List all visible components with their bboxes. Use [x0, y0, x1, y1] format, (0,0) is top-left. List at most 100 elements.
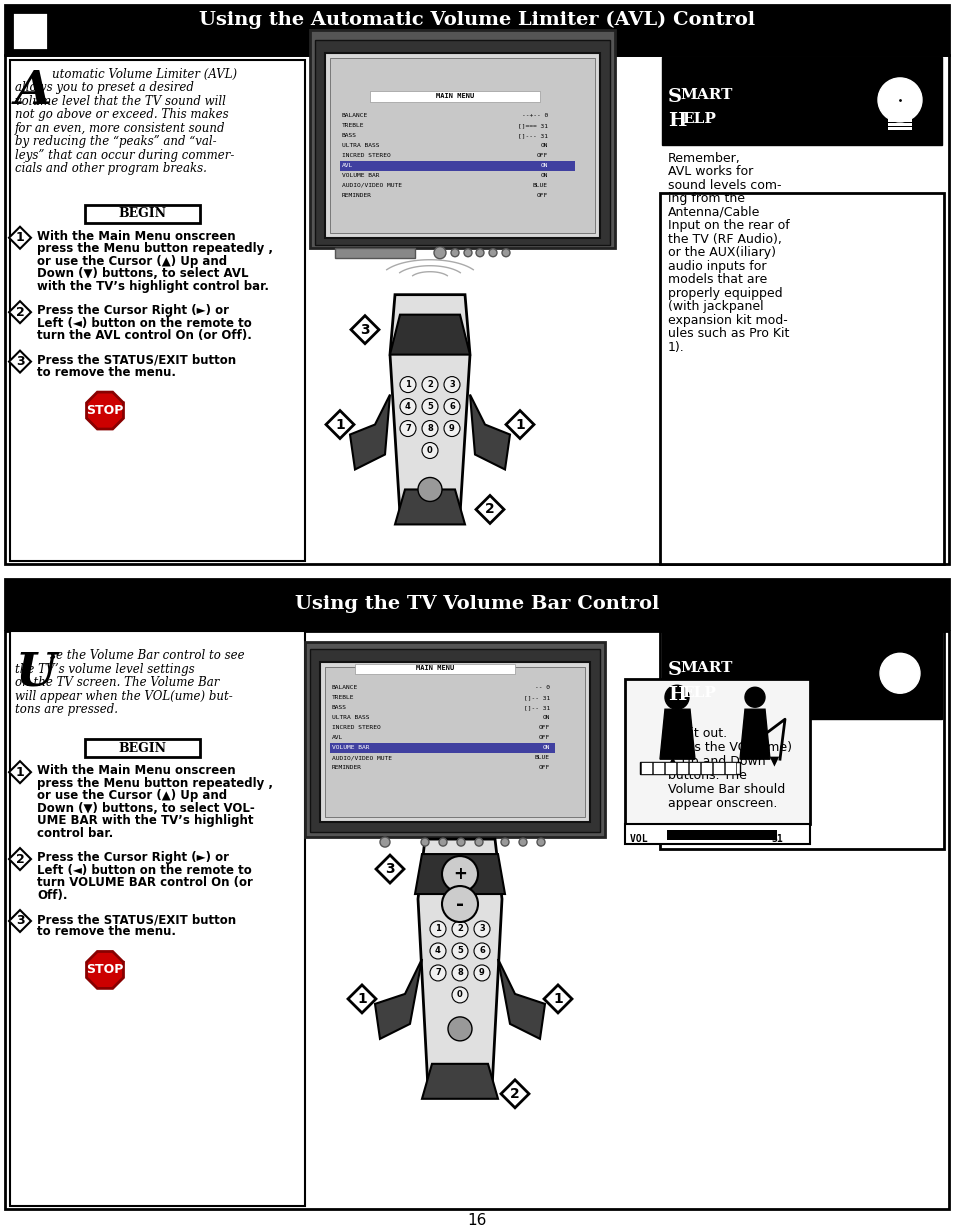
Text: ON: ON [540, 172, 547, 178]
Circle shape [489, 248, 497, 257]
Bar [5, 579, 948, 630]
Text: With the Main Menu onscreen: With the Main Menu onscreen [37, 230, 235, 242]
Text: ON: ON [542, 745, 550, 750]
Text: 2: 2 [485, 502, 495, 517]
Polygon shape [543, 985, 572, 1012]
Text: Left (◄) button on the remote to: Left (◄) button on the remote to [37, 863, 252, 877]
Text: ON: ON [540, 162, 547, 167]
Text: BLUE: BLUE [535, 755, 550, 760]
Text: press the Menu button repeatedly ,: press the Menu button repeatedly , [37, 242, 273, 256]
Circle shape [463, 248, 472, 257]
Text: MART: MART [679, 662, 732, 675]
Text: BALANCE: BALANCE [332, 685, 358, 690]
Text: STOP: STOP [86, 963, 124, 977]
Circle shape [448, 1017, 472, 1041]
Circle shape [475, 838, 482, 846]
Polygon shape [348, 985, 375, 1012]
Text: or use the Cursor (▲) Up and: or use the Cursor (▲) Up and [37, 790, 227, 802]
Text: +: + [453, 865, 466, 883]
Circle shape [430, 921, 446, 937]
Text: not go above or exceed. This makes: not go above or exceed. This makes [15, 108, 229, 122]
Circle shape [421, 443, 437, 459]
Text: 2: 2 [427, 380, 433, 389]
Text: INCRED STEREO: INCRED STEREO [332, 726, 380, 731]
Text: OFF: OFF [537, 153, 547, 157]
Bar [712, 763, 723, 774]
Text: 3: 3 [15, 355, 24, 368]
Circle shape [441, 856, 477, 892]
Polygon shape [9, 847, 30, 870]
Text: []=== 31: []=== 31 [517, 123, 547, 128]
Circle shape [443, 421, 459, 437]
Circle shape [399, 376, 416, 392]
Bar [5, 55, 948, 565]
Text: BLUE: BLUE [533, 183, 547, 188]
Text: control bar.: control bar. [37, 827, 113, 840]
Text: ULTRA BASS: ULTRA BASS [332, 715, 369, 721]
Text: 0: 0 [427, 446, 433, 455]
Text: 3: 3 [478, 925, 484, 934]
Text: OFF: OFF [538, 765, 550, 770]
Circle shape [501, 248, 510, 257]
Text: 4: 4 [405, 402, 411, 411]
Bar [700, 763, 711, 774]
Text: press the Menu button repeatedly ,: press the Menu button repeatedly , [37, 776, 273, 790]
Text: AVL works for: AVL works for [667, 165, 753, 178]
Text: 8: 8 [456, 968, 462, 978]
Bar [370, 91, 539, 102]
Text: the TV (RF Audio),: the TV (RF Audio), [667, 232, 781, 246]
Circle shape [474, 943, 490, 959]
Text: appear onscreen.: appear onscreen. [667, 797, 777, 811]
Text: volume level that the TV sound will: volume level that the TV sound will [15, 95, 226, 108]
Text: audio inputs for: audio inputs for [667, 260, 765, 273]
Text: 4: 4 [435, 946, 440, 956]
Text: INCRED STEREO: INCRED STEREO [341, 153, 391, 157]
Bar [310, 649, 599, 831]
Text: Using the Automatic Volume Limiter (AVL) Control: Using the Automatic Volume Limiter (AVL)… [199, 11, 754, 30]
Text: utomatic Volume Limiter (AVL): utomatic Volume Limiter (AVL) [52, 68, 237, 81]
Text: UME BAR with the TV’s highlight: UME BAR with the TV’s highlight [37, 814, 253, 827]
Text: 2: 2 [15, 306, 25, 319]
Text: to remove the menu.: to remove the menu. [37, 367, 175, 379]
Text: ▲ Up and Down ▼: ▲ Up and Down ▼ [667, 755, 779, 769]
Polygon shape [476, 496, 503, 524]
Polygon shape [326, 411, 354, 439]
Polygon shape [417, 839, 501, 1089]
Text: 7: 7 [435, 968, 440, 978]
Polygon shape [415, 854, 504, 894]
Circle shape [476, 248, 483, 257]
Text: or use the Cursor (▲) Up and: or use the Cursor (▲) Up and [37, 255, 227, 268]
Polygon shape [87, 392, 123, 429]
Text: 6: 6 [478, 946, 484, 956]
Text: leys” that can occur during commer-: leys” that can occur during commer- [15, 149, 234, 162]
Text: 1: 1 [515, 417, 524, 432]
Text: Press the Cursor Right (►) or: Press the Cursor Right (►) or [37, 304, 229, 317]
Text: TREBLE: TREBLE [341, 123, 364, 128]
Bar [724, 763, 735, 774]
Circle shape [379, 838, 390, 847]
Text: Try it out.: Try it out. [667, 727, 726, 740]
Bar [666, 830, 776, 840]
Text: Volume Bar should: Volume Bar should [667, 784, 784, 796]
Text: Press the STATUS/EXIT button: Press the STATUS/EXIT button [37, 913, 236, 926]
Text: REMINDER: REMINDER [341, 193, 372, 198]
Text: 1: 1 [15, 765, 25, 779]
Circle shape [441, 886, 477, 922]
Text: ules such as Pro Kit: ules such as Pro Kit [667, 327, 788, 341]
Text: se the Volume Bar control to see: se the Volume Bar control to see [50, 649, 244, 662]
Polygon shape [9, 351, 30, 373]
Bar [887, 127, 911, 130]
Text: ON: ON [540, 143, 547, 148]
Bar [624, 679, 809, 824]
Text: 3: 3 [449, 380, 455, 389]
Bar [10, 10, 50, 52]
Text: 1: 1 [435, 925, 440, 934]
Text: 1: 1 [335, 417, 345, 432]
Bar [640, 763, 651, 774]
Text: to remove the menu.: to remove the menu. [37, 925, 175, 938]
Text: 5: 5 [456, 946, 462, 956]
Bar [664, 763, 676, 774]
Text: turn VOLUME BAR control On (or: turn VOLUME BAR control On (or [37, 876, 253, 889]
Text: VOLUME BAR: VOLUME BAR [332, 745, 369, 750]
Polygon shape [505, 411, 534, 439]
